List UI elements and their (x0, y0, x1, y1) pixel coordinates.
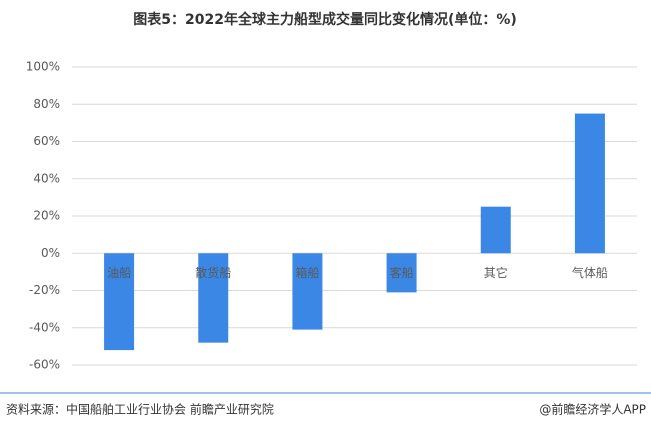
bar (292, 253, 323, 330)
x-tick-label: 其它 (484, 265, 508, 280)
y-tick-label: 80% (33, 97, 60, 111)
bar (574, 113, 605, 254)
x-tick-label: 气体船 (572, 265, 608, 280)
y-tick-label: 40% (33, 171, 60, 185)
y-tick-label: -20% (29, 283, 60, 297)
bar (104, 253, 135, 351)
chart-title: 图表5：2022年全球主力船型成交量同比变化情况(单位：%) (133, 11, 517, 28)
y-tick-label: 60% (33, 134, 60, 148)
bar (386, 253, 417, 293)
y-tick-label: 20% (33, 209, 60, 223)
bar (198, 253, 229, 343)
x-tick-label: 油船 (107, 266, 131, 280)
y-tick-label: 0% (41, 246, 60, 260)
x-tick-label: 散货船 (195, 265, 231, 280)
source: 资料来源：中国船舶工业行业协会 前瞻产业研究院 (6, 402, 274, 417)
y-tick-label: 100% (26, 60, 60, 74)
y-tick-label: -60% (29, 358, 60, 372)
x-tick-label: 客船 (390, 265, 414, 280)
y-tick-label: -40% (29, 320, 60, 334)
credit: @前瞻经济学人APP (539, 402, 646, 417)
bar (480, 206, 511, 254)
x-tick-label: 箱船 (295, 265, 319, 280)
